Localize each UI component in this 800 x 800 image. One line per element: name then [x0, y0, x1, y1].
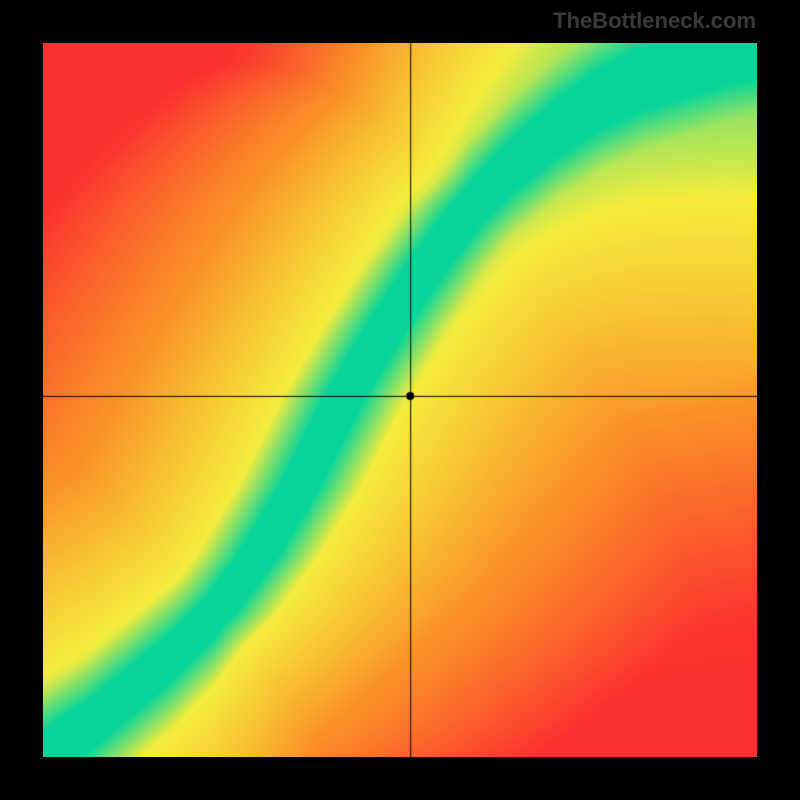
chart-container: TheBottleneck.com [0, 0, 800, 800]
heatmap-canvas [43, 43, 757, 757]
heatmap-plot [43, 43, 757, 757]
watermark-text: TheBottleneck.com [553, 8, 756, 34]
